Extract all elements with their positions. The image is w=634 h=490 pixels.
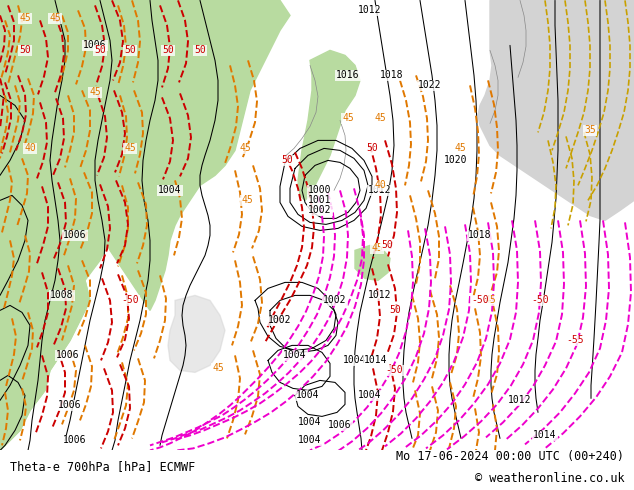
Text: 1004: 1004 bbox=[358, 391, 382, 400]
Text: 45: 45 bbox=[19, 13, 31, 24]
Text: 45: 45 bbox=[124, 144, 136, 153]
Text: 45: 45 bbox=[484, 295, 496, 305]
Text: 50: 50 bbox=[381, 241, 393, 250]
Polygon shape bbox=[550, 0, 634, 65]
Polygon shape bbox=[298, 50, 360, 200]
Text: 1006: 1006 bbox=[83, 40, 107, 50]
Text: -50: -50 bbox=[385, 366, 403, 375]
Text: 1014: 1014 bbox=[365, 355, 388, 366]
Text: 1000: 1000 bbox=[308, 185, 332, 196]
Polygon shape bbox=[168, 295, 225, 372]
Text: 1001: 1001 bbox=[308, 196, 332, 205]
Text: 50: 50 bbox=[162, 46, 174, 55]
Polygon shape bbox=[105, 0, 290, 310]
Text: 1012: 1012 bbox=[368, 291, 392, 300]
Text: 45: 45 bbox=[454, 144, 466, 153]
Text: Mo 17-06-2024 00:00 UTC (00+240): Mo 17-06-2024 00:00 UTC (00+240) bbox=[396, 450, 624, 463]
Text: © weatheronline.co.uk: © weatheronline.co.uk bbox=[475, 472, 624, 485]
Text: 50: 50 bbox=[366, 144, 378, 153]
Text: 1004: 1004 bbox=[283, 350, 307, 361]
Text: 1006: 1006 bbox=[63, 230, 87, 241]
Text: 1012: 1012 bbox=[368, 185, 392, 196]
Text: 45: 45 bbox=[374, 113, 386, 123]
Text: 1016: 1016 bbox=[336, 71, 359, 80]
Polygon shape bbox=[0, 0, 170, 450]
Text: 1020: 1020 bbox=[444, 155, 468, 166]
Text: 1006: 1006 bbox=[328, 420, 352, 430]
Text: 50: 50 bbox=[281, 155, 293, 166]
Polygon shape bbox=[0, 0, 230, 450]
Text: 1004: 1004 bbox=[343, 355, 366, 366]
Text: 40: 40 bbox=[24, 144, 36, 153]
Text: 1004: 1004 bbox=[298, 417, 321, 427]
Text: 40: 40 bbox=[374, 180, 386, 191]
Text: 50: 50 bbox=[124, 46, 136, 55]
Text: 1014: 1014 bbox=[533, 430, 557, 441]
Text: 1018: 1018 bbox=[469, 230, 492, 241]
Text: 45: 45 bbox=[89, 87, 101, 98]
Text: 35: 35 bbox=[584, 125, 596, 135]
Text: -50: -50 bbox=[531, 295, 549, 305]
Text: 50: 50 bbox=[194, 46, 206, 55]
Text: 1006: 1006 bbox=[63, 436, 87, 445]
Text: 45: 45 bbox=[342, 113, 354, 123]
Text: 1006: 1006 bbox=[58, 400, 82, 411]
Text: Theta-e 700hPa [hPa] ECMWF: Theta-e 700hPa [hPa] ECMWF bbox=[10, 460, 195, 473]
Text: 1006: 1006 bbox=[56, 350, 80, 361]
Text: 45: 45 bbox=[212, 364, 224, 373]
Text: 45: 45 bbox=[241, 196, 253, 205]
Polygon shape bbox=[355, 245, 390, 280]
Text: 1002: 1002 bbox=[308, 205, 332, 216]
Text: -50: -50 bbox=[471, 295, 489, 305]
Polygon shape bbox=[478, 0, 634, 220]
Text: 1002: 1002 bbox=[323, 295, 347, 305]
Text: 1012: 1012 bbox=[508, 395, 532, 405]
Text: 1012: 1012 bbox=[358, 5, 382, 15]
Text: 1004: 1004 bbox=[296, 391, 320, 400]
Text: 1018: 1018 bbox=[380, 71, 404, 80]
Text: 50: 50 bbox=[19, 46, 31, 55]
Text: 45: 45 bbox=[371, 244, 383, 253]
Text: -55: -55 bbox=[566, 335, 584, 345]
Text: 50: 50 bbox=[94, 46, 106, 55]
Text: 50: 50 bbox=[389, 305, 401, 316]
Text: 45: 45 bbox=[49, 13, 61, 24]
Text: 45: 45 bbox=[239, 144, 251, 153]
Text: -50: -50 bbox=[121, 295, 139, 305]
Text: 1004: 1004 bbox=[298, 436, 321, 445]
Text: 1008: 1008 bbox=[50, 291, 74, 300]
Text: 1022: 1022 bbox=[418, 80, 442, 90]
Text: 1004: 1004 bbox=[158, 185, 182, 196]
Text: 1002: 1002 bbox=[268, 316, 292, 325]
